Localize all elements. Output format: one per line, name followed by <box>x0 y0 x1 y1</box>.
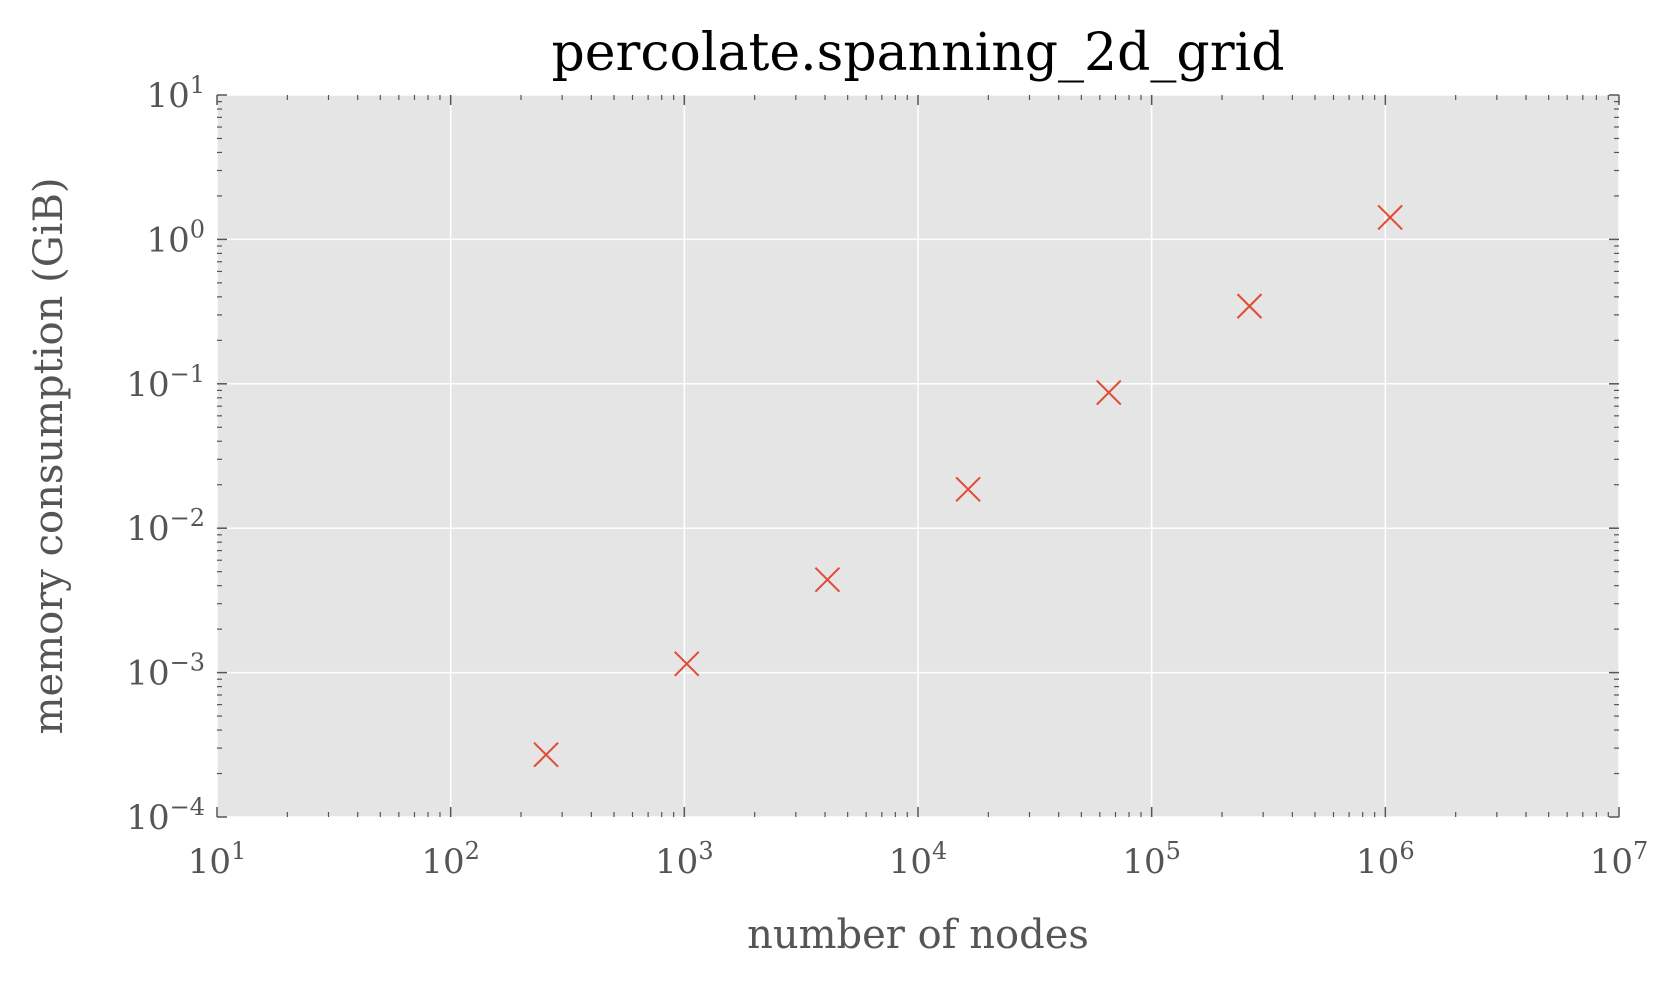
y-tick-label: 10−1 <box>126 360 205 405</box>
data-point <box>1236 293 1263 319</box>
x-tick-label: 104 <box>889 837 948 882</box>
x-tick-label: 106 <box>1356 837 1415 882</box>
x-tick-label: 102 <box>421 837 480 882</box>
x-tick-label: 105 <box>1122 837 1181 882</box>
chart-title: percolate.spanning_2d_grid <box>552 23 1285 83</box>
y-tick-label: 100 <box>146 215 205 260</box>
y-axis-title: memory consumption (GiB) <box>26 178 72 735</box>
y-tick-label: 10−3 <box>126 649 205 694</box>
y-tick-label: 10−2 <box>126 504 205 549</box>
x-axis-title: number of nodes <box>747 912 1089 958</box>
data-point <box>1377 204 1403 231</box>
marker-stroke <box>955 476 981 502</box>
ticks <box>216 94 1620 818</box>
data-point <box>1096 379 1122 406</box>
tick-labels: 101 102 103 104 105 106 107 10−4 10−3 10−2 10−1 100… <box>126 71 1648 882</box>
marker-stroke <box>1096 379 1122 406</box>
data-point <box>955 476 981 502</box>
data-point <box>533 742 559 768</box>
marker-stroke <box>814 566 841 593</box>
marker-stroke <box>533 742 559 768</box>
data-series <box>533 204 1403 768</box>
x-tick-label: 107 <box>1590 837 1649 882</box>
x-tick-label: 101 <box>188 837 247 882</box>
marker-stroke <box>674 651 700 677</box>
y-tick-label: 10−4 <box>126 793 205 838</box>
y-tick-label: 101 <box>146 71 205 116</box>
data-point <box>814 566 841 593</box>
data-point <box>674 651 700 677</box>
marker-stroke <box>1377 204 1403 231</box>
marker-stroke <box>1236 293 1263 319</box>
x-tick-label: 103 <box>655 837 714 882</box>
